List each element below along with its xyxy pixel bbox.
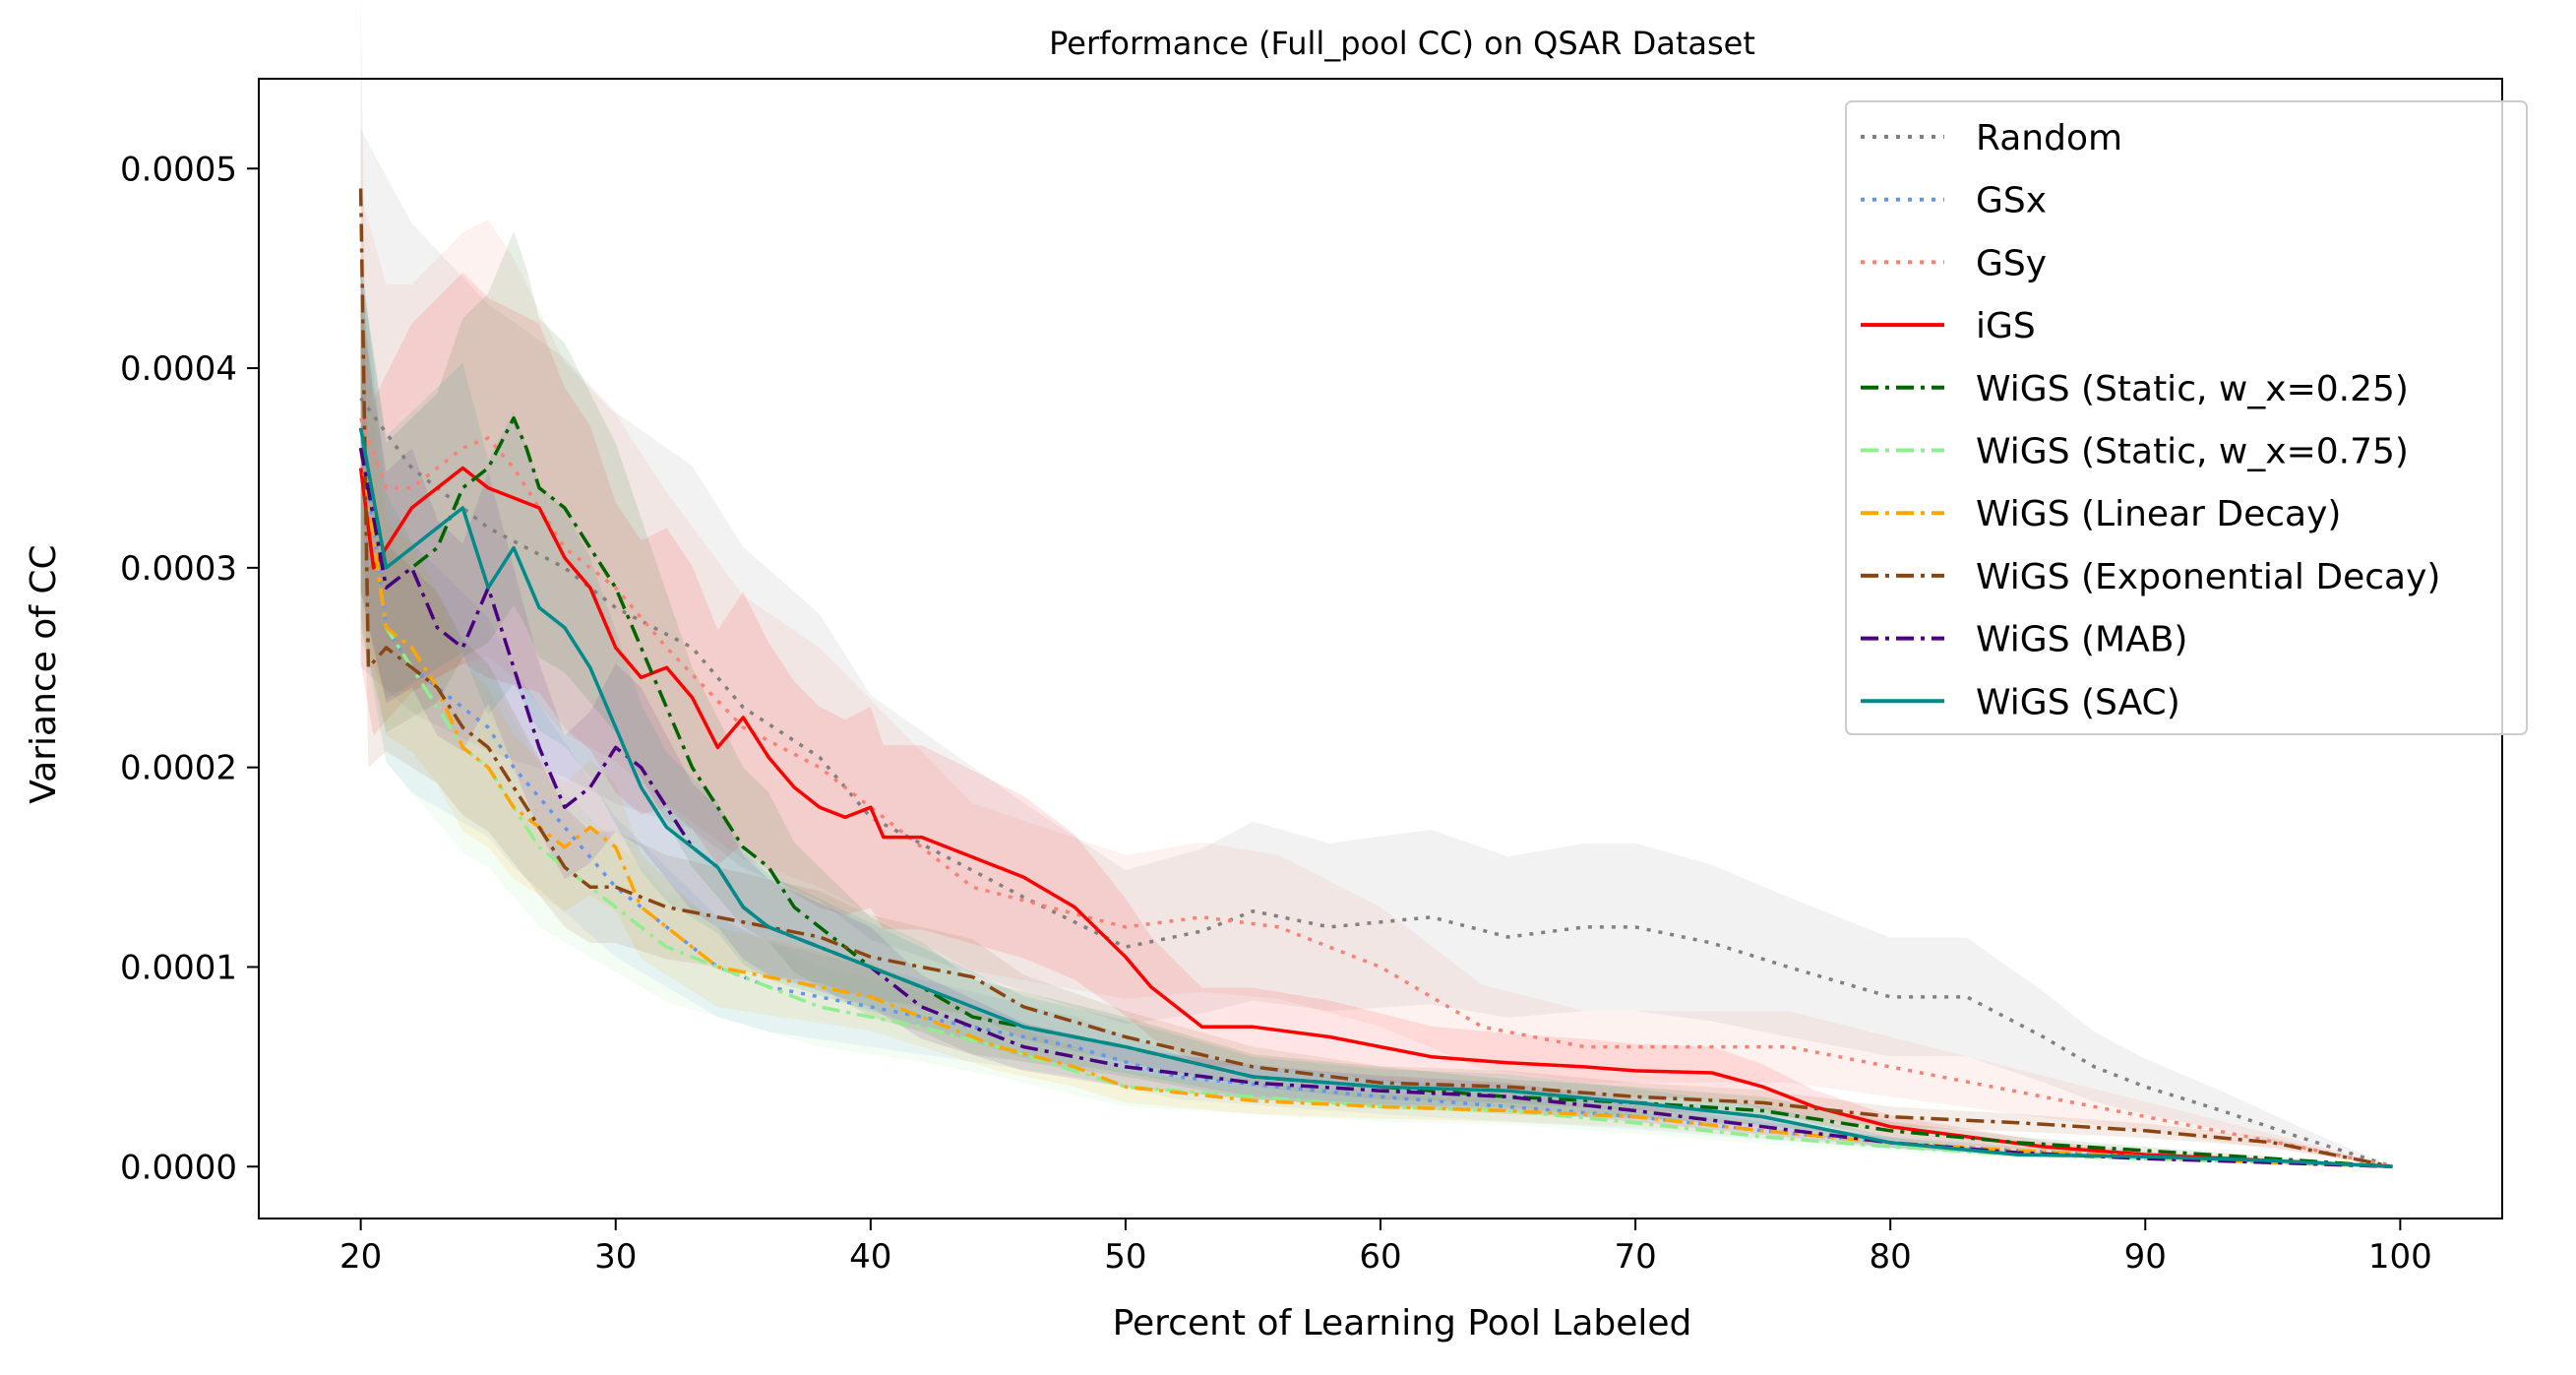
- series-line: [358, 466, 2393, 1169]
- series-line: [358, 447, 2393, 1169]
- legend-label: WiGS (Static, w_x=0.75): [1976, 432, 2409, 472]
- x-tick-label: 80: [1870, 1237, 1912, 1277]
- x-tick-label: 50: [1104, 1237, 1146, 1277]
- x-axis-ticks: 20 30 40 50 60 70 80 90 100: [339, 1219, 2432, 1277]
- series-line: [358, 188, 2393, 1169]
- series-line: [358, 427, 2393, 1169]
- legend-box: [1845, 100, 2528, 735]
- x-tick-label: 70: [1614, 1237, 1656, 1277]
- confidence-band: [360, 129, 2393, 1167]
- x-tick-label: 20: [339, 1237, 382, 1277]
- legend-label: Random: [1976, 118, 2122, 158]
- x-tick-label: 30: [594, 1237, 637, 1277]
- x-tick-label: 40: [849, 1237, 891, 1277]
- confidence-bands: [360, 0, 2393, 1167]
- y-tick-label: 0.0005: [120, 150, 237, 189]
- y-axis-label: Variance of CC: [24, 544, 64, 803]
- series-line: [358, 427, 2393, 1169]
- y-tick-label: 0.0002: [120, 749, 237, 788]
- chart-title: Performance (Full_pool CC) on QSAR Datas…: [1049, 25, 1755, 62]
- legend-label: WiGS (Exponential Decay): [1976, 557, 2440, 597]
- legend-label: GSy: [1976, 243, 2047, 283]
- legend-label: GSx: [1976, 181, 2047, 221]
- y-tick-label: 0.0003: [120, 549, 237, 589]
- x-tick-label: 100: [2368, 1237, 2432, 1277]
- series-line: [359, 397, 2394, 1168]
- confidence-band: [360, 265, 2393, 1167]
- x-tick-label: 60: [1359, 1237, 1401, 1277]
- confidence-band: [360, 304, 2393, 1167]
- series-line: [358, 447, 2393, 1169]
- confidence-band: [360, 193, 2393, 1167]
- series-line: [358, 447, 2393, 1169]
- confidence-band: [360, 230, 2393, 1167]
- confidence-band: [360, 272, 2393, 1167]
- legend-label: WiGS (Linear Decay): [1976, 494, 2341, 534]
- legend-label: WiGS (MAB): [1976, 620, 2187, 660]
- y-tick-label: 0.0004: [120, 349, 237, 389]
- y-axis-ticks: 0.0000 0.0001 0.0002 0.0003 0.0004 0.0005: [120, 150, 259, 1187]
- y-tick-label: 0.0001: [120, 948, 237, 987]
- x-axis-label: Percent of Learning Pool Labeled: [1113, 1303, 1692, 1344]
- legend-label: WiGS (SAC): [1976, 682, 2180, 722]
- legend-label: WiGS (Static, w_x=0.25): [1976, 369, 2409, 409]
- x-tick-label: 90: [2124, 1237, 2167, 1277]
- y-tick-label: 0.0000: [120, 1148, 237, 1187]
- series-lines: [358, 188, 2394, 1169]
- series-line: [358, 417, 2393, 1169]
- legend-label: iGS: [1976, 306, 2036, 346]
- legend: Random GSx GSy iGS WiGS (Static, w_x=0.25) Wi…: [1845, 100, 2528, 735]
